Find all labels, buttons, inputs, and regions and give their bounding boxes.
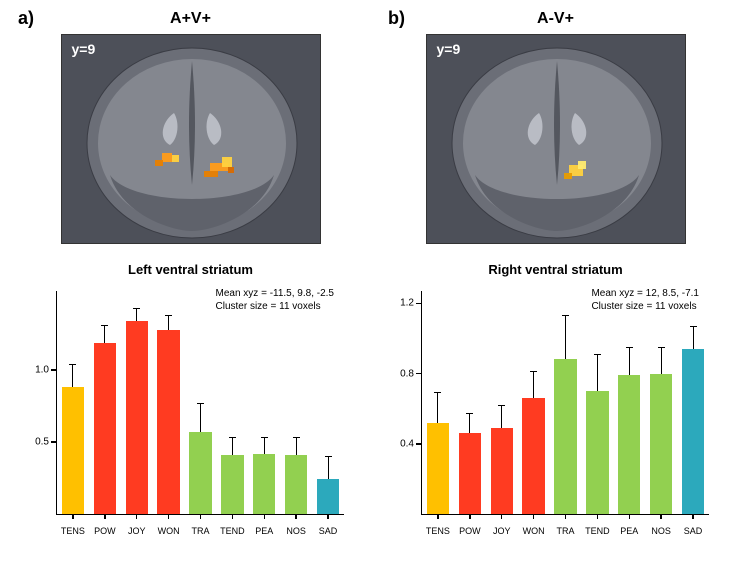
xlabel-sad: SAD	[319, 526, 338, 536]
bar-joy	[126, 321, 148, 514]
xlabel-nos: NOS	[286, 526, 306, 536]
chart-title-a: Left ventral striatum	[22, 262, 359, 277]
chart-title-b: Right ventral striatum	[387, 262, 724, 277]
xlabel-pow: POW	[94, 526, 116, 536]
ytick-label: 0.5	[35, 437, 57, 448]
activation-blob	[162, 153, 172, 162]
xlabel-sad: SAD	[684, 526, 703, 536]
bar-tens	[62, 387, 84, 514]
ytick-label: 0.8	[400, 368, 422, 379]
bar-pow	[459, 433, 481, 514]
brain-image-b: y=9	[426, 34, 686, 244]
panel-b: b) A-V+ y=9 Right ventral striatum Mean …	[387, 10, 724, 543]
activation-blob	[172, 155, 179, 162]
plot-area-b: 0.40.81.2TENSPOWJOYWONTRATENDPEANOSSAD	[421, 291, 709, 515]
activation-blob	[155, 160, 163, 166]
ytick-label: 0.4	[400, 438, 422, 449]
activation-blob	[564, 173, 572, 179]
activation-blob	[228, 167, 234, 173]
bar-tens	[427, 423, 449, 514]
bar-tend	[586, 391, 608, 514]
xlabel-pea: PEA	[255, 526, 273, 536]
xlabel-pea: PEA	[620, 526, 638, 536]
xlabel-pow: POW	[459, 526, 481, 536]
bar-pow	[94, 343, 116, 514]
bar-chart-b: Mean xyz = 12, 8.5, -7.1 Cluster size = …	[387, 283, 717, 543]
xlabel-nos: NOS	[651, 526, 671, 536]
panel-b-title: A-V+	[387, 10, 724, 28]
bar-won	[157, 330, 179, 514]
panel-a-label: a)	[18, 8, 34, 29]
bar-nos	[285, 455, 307, 514]
xlabel-tend: TEND	[585, 526, 610, 536]
panel-b-label: b)	[388, 8, 405, 29]
xlabel-tra: TRA	[557, 526, 575, 536]
xlabel-tens: TENS	[426, 526, 450, 536]
bar-tra	[554, 359, 576, 514]
bar-tra	[189, 432, 211, 514]
bar-joy	[491, 428, 513, 514]
xlabel-tens: TENS	[61, 526, 85, 536]
xlabel-tra: TRA	[192, 526, 210, 536]
activation-blob	[222, 157, 232, 167]
xlabel-won: WON	[158, 526, 180, 536]
xlabel-joy: JOY	[493, 526, 511, 536]
bar-sad	[317, 479, 339, 514]
bar-nos	[650, 374, 672, 514]
brain-image-a: y=9	[61, 34, 321, 244]
figure-root: a) A+V+ y=9 Left ventral striatum Mean x…	[0, 0, 746, 553]
activation-blob	[578, 161, 586, 169]
bar-sad	[682, 349, 704, 514]
bar-won	[522, 398, 544, 514]
bar-pea	[618, 375, 640, 514]
ytick-label: 1.2	[400, 298, 422, 309]
xlabel-won: WON	[523, 526, 545, 536]
bar-pea	[253, 454, 275, 514]
xlabel-joy: JOY	[128, 526, 146, 536]
panel-a: a) A+V+ y=9 Left ventral striatum Mean x…	[22, 10, 359, 543]
panel-a-title: A+V+	[22, 10, 359, 28]
xlabel-tend: TEND	[220, 526, 245, 536]
bar-chart-a: Mean xyz = -11.5, 9.8, -2.5 Cluster size…	[22, 283, 352, 543]
activation-blob	[204, 171, 218, 177]
bar-tend	[221, 455, 243, 514]
plot-area-a: 0.51.0TENSPOWJOYWONTRATENDPEANOSSAD	[56, 291, 344, 515]
ytick-label: 1.0	[35, 365, 57, 376]
